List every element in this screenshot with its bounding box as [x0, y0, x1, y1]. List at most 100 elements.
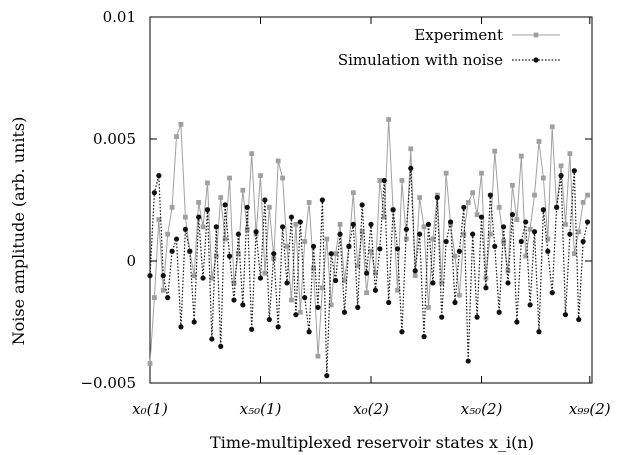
simulation-point [390, 207, 396, 213]
simulation-point [341, 309, 348, 315]
experiment-point [209, 275, 215, 281]
experiment-point [262, 270, 268, 276]
experiment-point [165, 231, 171, 237]
simulation-point [554, 204, 560, 210]
simulation-point [169, 248, 175, 254]
simulation-point [509, 212, 516, 218]
simulation-point [350, 221, 356, 227]
simulation-point [297, 219, 303, 225]
plot-frame [149, 16, 593, 384]
simulation-point [222, 202, 228, 208]
experiment-point [364, 290, 369, 296]
simulation-point [372, 287, 379, 293]
simulation-point [359, 202, 365, 208]
simulation-point [284, 280, 290, 286]
simulation-point [461, 204, 467, 210]
simulation-point [377, 246, 383, 252]
experiment-point [342, 278, 347, 283]
experiment-point [395, 287, 400, 293]
experiment-point [222, 236, 228, 242]
y-tick-label: 0.01 [103, 8, 136, 26]
experiment-point [523, 253, 529, 259]
x-tick-label: x₅₀(1) [240, 400, 282, 418]
simulation-point [584, 219, 591, 225]
experiment-point [563, 222, 568, 227]
experiment-point [297, 309, 303, 315]
legend: Experiment Simulation with noise [338, 26, 560, 69]
experiment-point [412, 273, 418, 279]
experiment-point [461, 231, 467, 237]
simulation-point [333, 277, 339, 284]
experiment-point [430, 236, 436, 242]
experiment-point [457, 292, 462, 298]
experiment-point [355, 263, 361, 269]
legend-label: Simulation with noise [338, 51, 503, 69]
experiment-point [200, 224, 206, 230]
simulation-point [319, 197, 325, 203]
experiment-point [319, 285, 325, 291]
simulation-point [514, 319, 520, 325]
legend-label: Experiment [414, 26, 503, 44]
experiment-point [244, 226, 250, 232]
simulation-point [545, 248, 551, 254]
simulation-point [523, 219, 529, 225]
experiment-point [514, 217, 520, 222]
simulation-point [580, 238, 586, 245]
simulation-point [200, 275, 206, 281]
simulation-point [196, 214, 202, 220]
simulation-point [231, 297, 237, 303]
experiment-point [302, 239, 308, 244]
simulation-point [434, 194, 440, 201]
simulation-point [465, 358, 471, 364]
simulation-point [386, 299, 392, 306]
simulation-point [324, 373, 330, 379]
experiment-point [518, 153, 524, 159]
simulation-point [417, 231, 423, 237]
experiment-point [240, 187, 246, 193]
legend-marker [533, 32, 539, 38]
simulation-point [492, 243, 498, 249]
simulation-point [302, 295, 308, 301]
simulation-point [381, 177, 387, 184]
experiment-point [408, 146, 414, 152]
simulation-point [470, 231, 476, 237]
experiment-point [191, 273, 197, 279]
experiment-point [381, 214, 387, 220]
experiment-point [417, 195, 423, 200]
simulation-point [182, 226, 188, 232]
simulation-point [403, 226, 409, 232]
simulation-point [187, 248, 193, 254]
simulation-point [262, 197, 268, 203]
simulation-point [478, 214, 485, 220]
simulation-point [280, 224, 286, 230]
simulation-point [244, 204, 250, 210]
simulation-point [496, 309, 502, 315]
simulation-point [213, 224, 219, 230]
experiment-point [505, 268, 511, 274]
simulation-point [576, 316, 582, 323]
simulation-point [501, 224, 507, 230]
y-tick-label: 0 [126, 252, 136, 270]
simulation-point [337, 231, 343, 237]
plot-area [149, 16, 593, 384]
simulation-point [275, 324, 281, 330]
y-tick-label: 0.005 [93, 130, 136, 148]
legend-marker [533, 57, 539, 63]
experiment-point [328, 302, 334, 308]
simulation-point [204, 207, 211, 213]
experiment-point [350, 190, 356, 196]
simulation-point [160, 273, 166, 279]
simulation-point [156, 173, 162, 179]
y-tick-label: −0.005 [80, 374, 136, 392]
experiment-point [421, 224, 427, 230]
experiment-point [315, 353, 321, 359]
simulation-point [306, 329, 312, 335]
experiment-point [377, 178, 383, 183]
experiment-point [160, 287, 166, 293]
experiment-point [152, 295, 157, 300]
simulation-point [487, 192, 493, 198]
experiment-point [585, 192, 590, 198]
simulation-point [558, 173, 564, 179]
simulation-point [399, 329, 405, 335]
